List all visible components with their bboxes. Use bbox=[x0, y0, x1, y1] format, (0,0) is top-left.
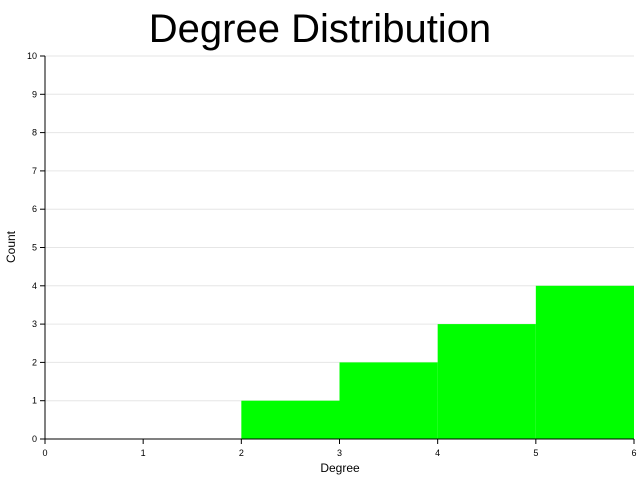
grid-lines bbox=[45, 55, 634, 402]
chart-title: Degree Distribution bbox=[149, 7, 491, 51]
x-tick-label: 4 bbox=[435, 448, 440, 458]
y-tick-label: 10 bbox=[27, 51, 37, 61]
histogram-bar bbox=[339, 362, 438, 439]
tick-labels: 0 1 2 3 4 5 6 7 8 9 10 0 1 2 3 4 5 6 bbox=[27, 51, 637, 458]
histogram-bar bbox=[535, 285, 634, 439]
histogram-bar bbox=[437, 324, 536, 439]
y-tick-label: 6 bbox=[32, 204, 37, 214]
x-tick-label: 3 bbox=[337, 448, 342, 458]
y-tick-label: 9 bbox=[32, 89, 37, 99]
y-tick-label: 2 bbox=[32, 357, 37, 367]
x-tick-label: 0 bbox=[42, 448, 47, 458]
histogram-bars bbox=[241, 285, 634, 439]
y-tick-label: 4 bbox=[32, 281, 37, 291]
y-tick-label: 1 bbox=[32, 396, 37, 406]
x-tick-label: 1 bbox=[141, 448, 146, 458]
x-tick-label: 2 bbox=[239, 448, 244, 458]
y-tick-label: 8 bbox=[32, 128, 37, 138]
x-tick-label: 5 bbox=[533, 448, 538, 458]
y-tick-label: 5 bbox=[32, 243, 37, 253]
y-axis-label: Count bbox=[4, 230, 18, 263]
x-axis-label: Degree bbox=[320, 461, 360, 475]
y-tick-label: 7 bbox=[32, 166, 37, 176]
y-tick-label: 3 bbox=[32, 319, 37, 329]
axes bbox=[40, 55, 635, 444]
histogram-bar bbox=[241, 400, 340, 439]
x-tick-label: 6 bbox=[631, 448, 636, 458]
y-tick-label: 0 bbox=[32, 434, 37, 444]
